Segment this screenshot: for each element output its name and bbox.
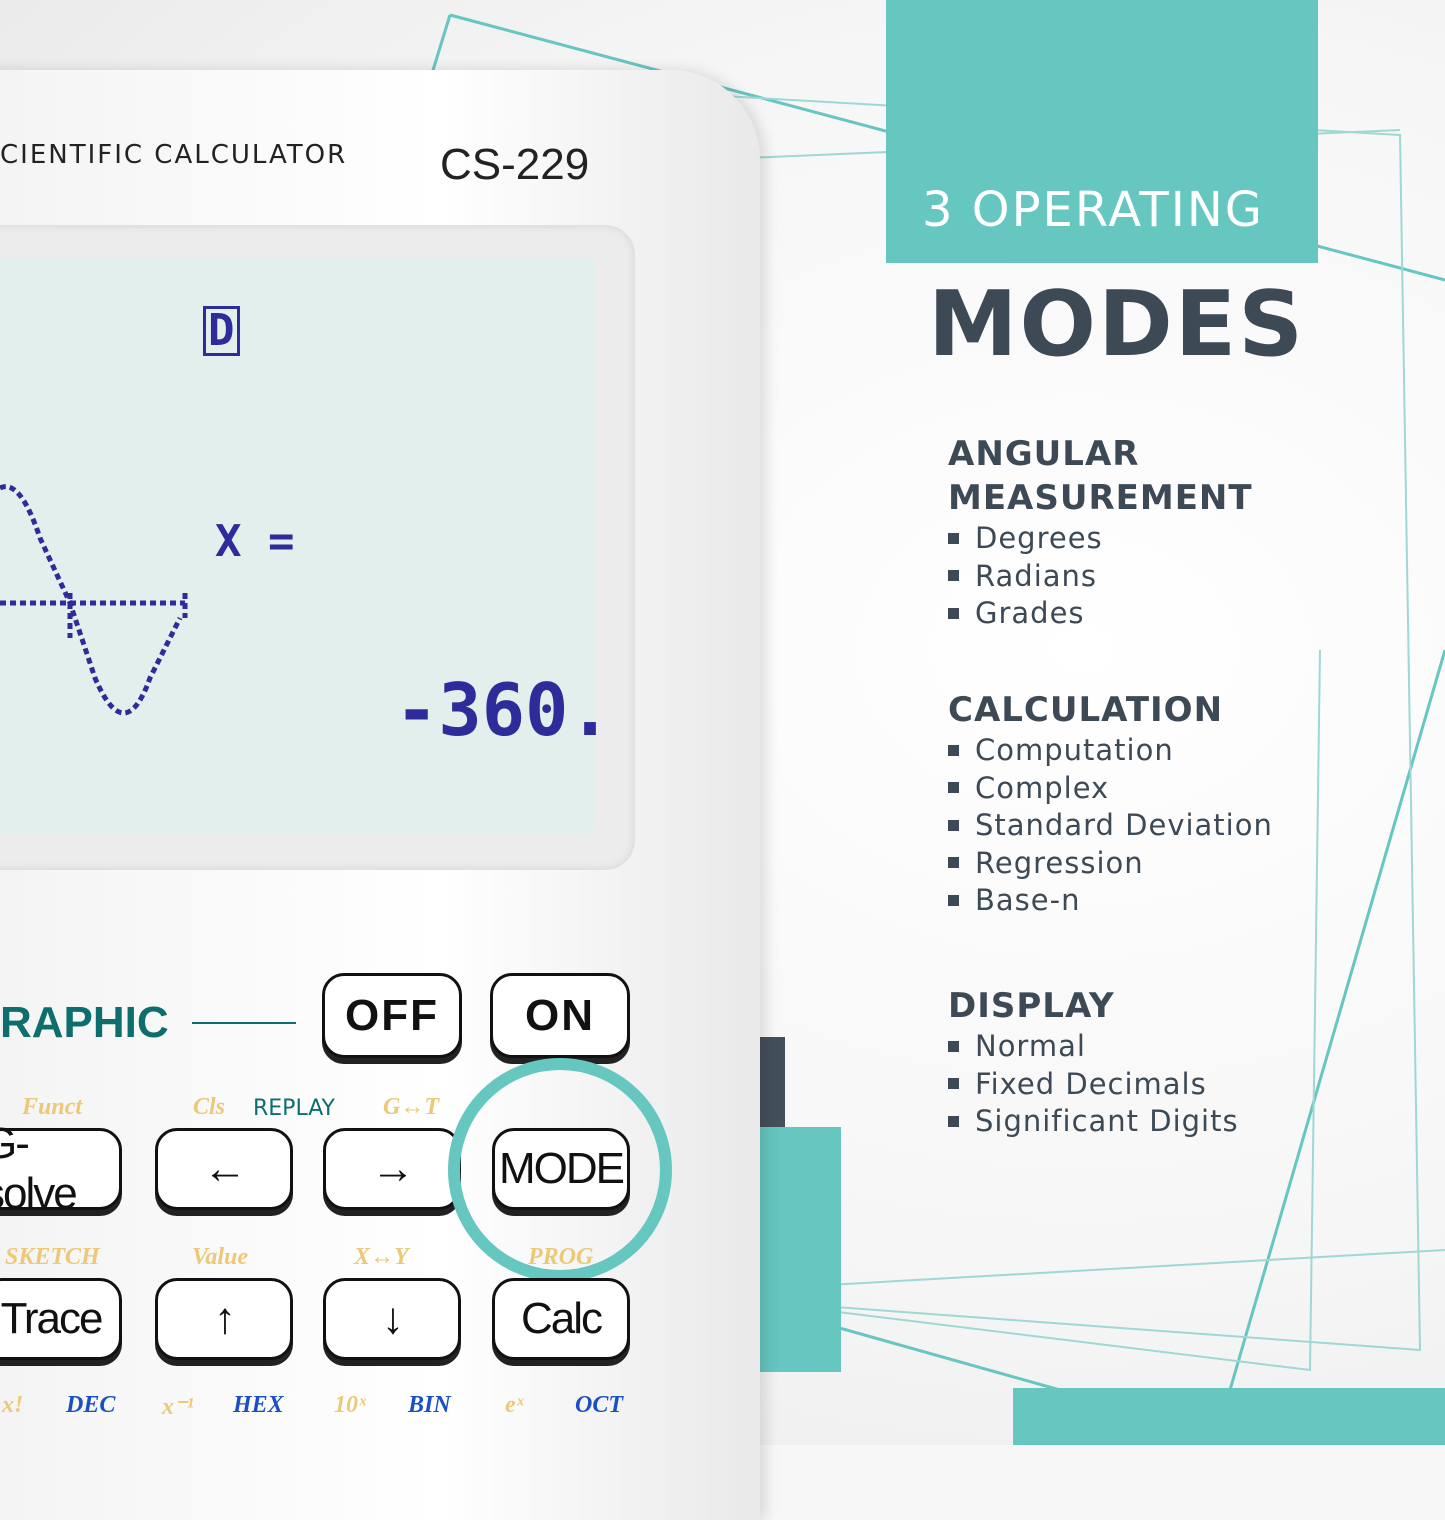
list-item: Grades (948, 595, 1253, 633)
g-solve-button[interactable]: G-solve (0, 1119, 122, 1218)
off-button[interactable]: OFF (322, 973, 462, 1058)
bullet-icon (948, 570, 959, 581)
section-title: DISPLAY (948, 986, 1115, 1026)
decor-teal-block-bottom (1013, 1388, 1445, 1445)
lcd-label: X = (215, 516, 295, 567)
list-item: Fixed Decimals (948, 1066, 1239, 1104)
label-oct: OCT (575, 1392, 623, 1418)
headline-banner: 3 OPERATING (886, 0, 1318, 263)
label-funct: Funct (22, 1094, 83, 1120)
label-sketch: SKETCH (5, 1244, 100, 1270)
section-angular: ANGULAR MEASUREMENT Degrees Radians Grade… (948, 432, 1253, 633)
section-title: CALCULATION (948, 690, 1224, 730)
list-item: Normal (948, 1028, 1239, 1066)
bullet-icon (948, 1078, 959, 1089)
bullet-icon (948, 607, 959, 619)
headline-line2: MODES (928, 272, 1306, 377)
label-g-t: G↔T (383, 1094, 439, 1120)
calculator-model: CS-229 (440, 140, 590, 189)
left-arrow-button[interactable]: ← (155, 1128, 293, 1210)
sine-graph (0, 484, 188, 716)
list-item: Regression (948, 845, 1273, 883)
bullet-icon (948, 819, 959, 831)
list-item: Computation (948, 732, 1273, 770)
section-display: DISPLAY Normal Fixed Decimals Significan… (948, 984, 1239, 1141)
on-button[interactable]: ON (490, 973, 630, 1058)
section-calculation: CALCULATION Computation Complex Standard… (948, 688, 1273, 920)
label-replay: REPLAY (253, 1096, 335, 1121)
label-prog: PROG (528, 1244, 594, 1270)
trace-button[interactable]: Trace (0, 1278, 122, 1360)
label-cls: Cls (193, 1094, 226, 1120)
list-item: Degrees (948, 520, 1253, 558)
label-value: Value (192, 1244, 249, 1270)
label-inverse: x⁻¹ (162, 1394, 194, 1420)
list-item: Base-n (948, 882, 1273, 920)
bullet-icon (948, 1115, 959, 1127)
bullet-icon (948, 744, 959, 756)
list-item: Standard Deviation (948, 807, 1273, 845)
down-arrow-button[interactable]: ↓ (323, 1278, 461, 1360)
bullet-icon (948, 857, 959, 868)
lcd-screen: D X = -360. (0, 258, 612, 833)
lcd-value: -360. (395, 668, 612, 752)
lcd-angle-indicator: D (203, 306, 240, 356)
list-item: Significant Digits (948, 1103, 1239, 1141)
label-x-y: X↔Y (354, 1244, 409, 1270)
section-title: ANGULAR MEASUREMENT (948, 434, 1253, 518)
right-arrow-button[interactable]: → (323, 1128, 461, 1210)
label-hex: HEX (233, 1392, 284, 1418)
headline-line1: 3 OPERATING (922, 182, 1264, 238)
bullet-icon (948, 782, 959, 793)
list-item: Complex (948, 770, 1273, 808)
label-bin: BIN (408, 1392, 451, 1418)
bullet-icon (948, 532, 959, 544)
label-exp: eˣ (505, 1392, 524, 1418)
panel-divider (192, 1022, 296, 1024)
up-arrow-button[interactable]: ↑ (155, 1278, 293, 1360)
calc-button[interactable]: Calc (492, 1278, 630, 1360)
list-item: Radians (948, 558, 1253, 596)
label-ten-power: 10ˣ (334, 1392, 367, 1418)
bullet-icon (948, 1040, 959, 1052)
label-factorial: x! (2, 1392, 24, 1418)
panel-label: RAPHIC (0, 998, 169, 1047)
calculator-brand: CIENTIFIC CALCULATOR (0, 140, 348, 170)
label-dec: DEC (66, 1392, 116, 1418)
bullet-icon (948, 894, 959, 906)
